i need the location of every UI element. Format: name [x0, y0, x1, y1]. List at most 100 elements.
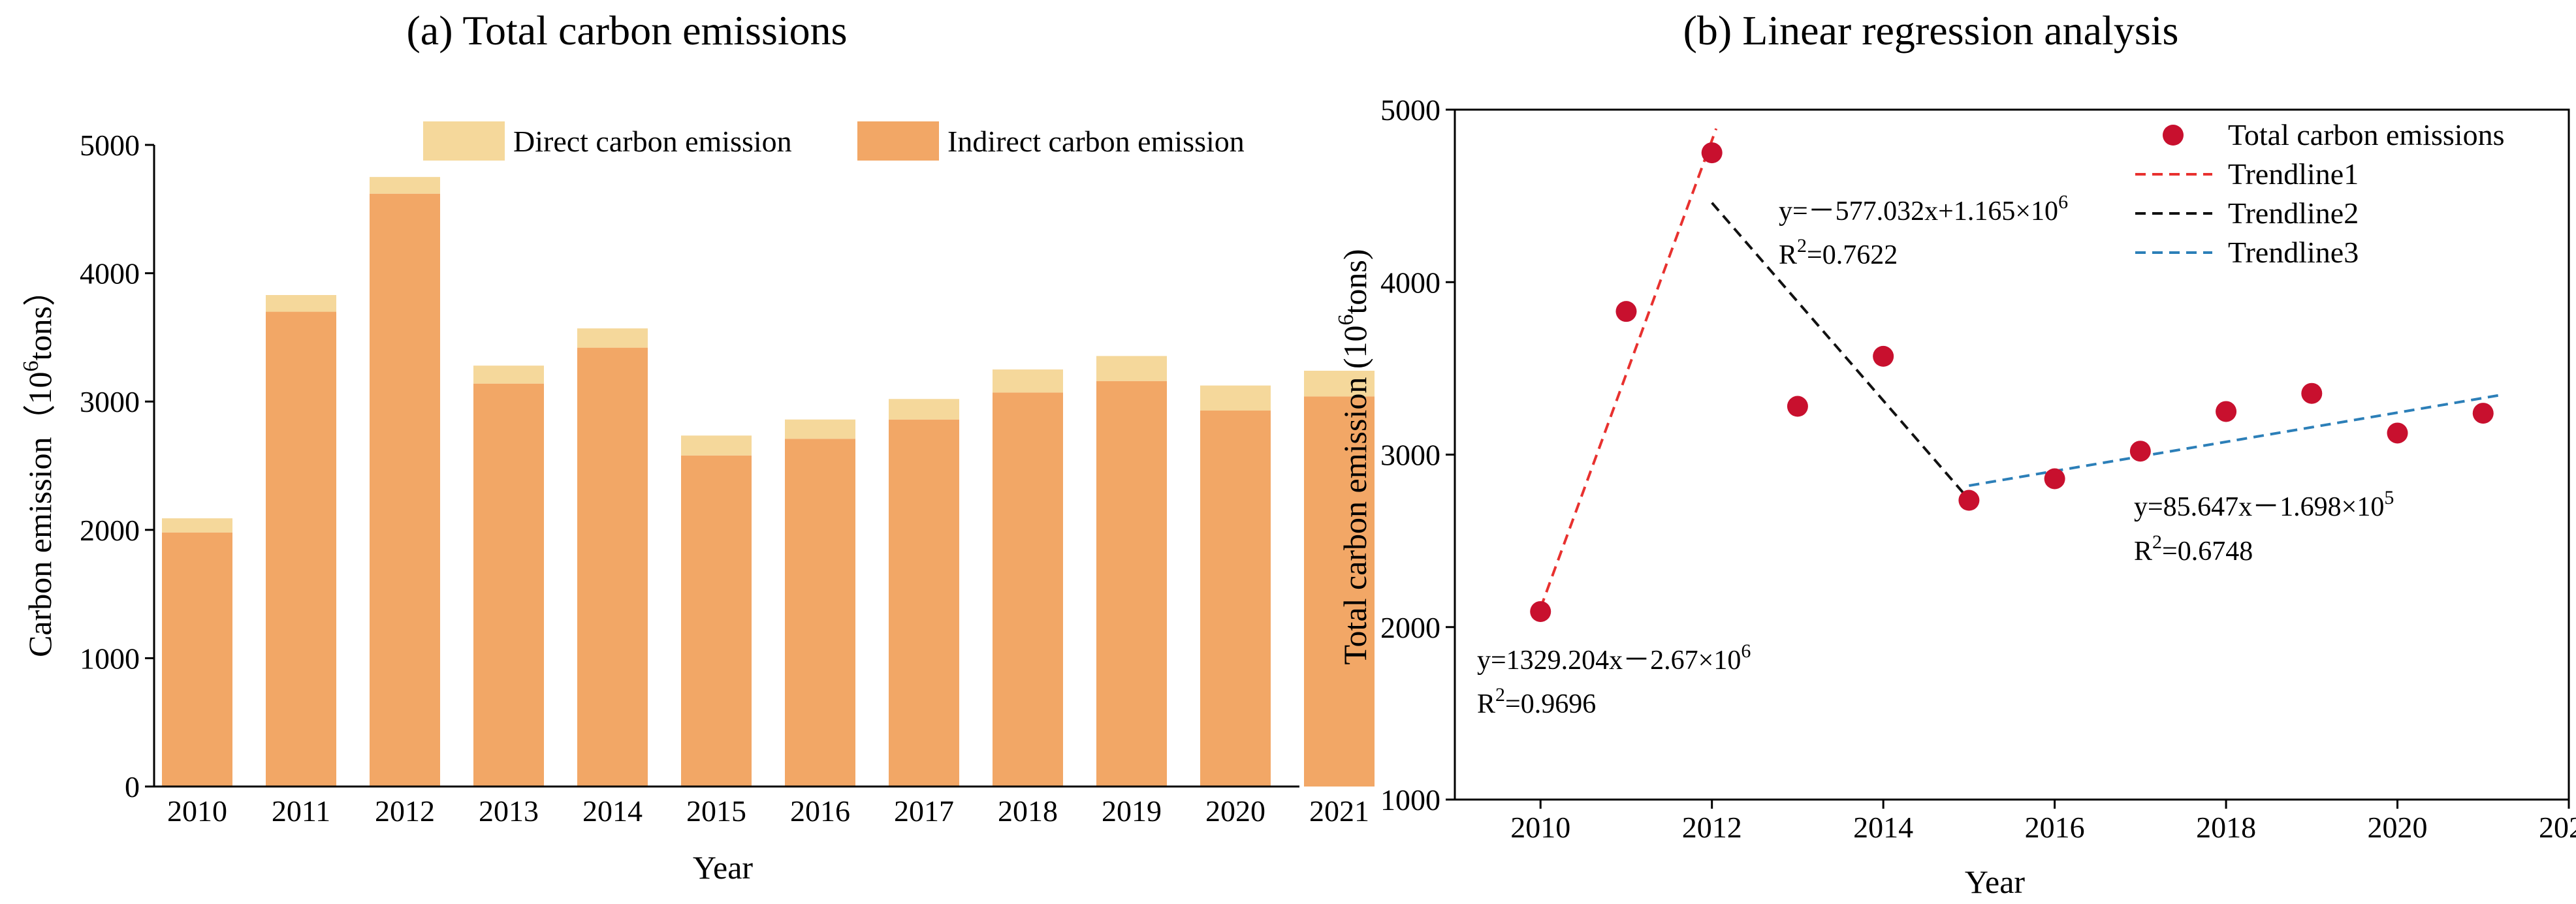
bar-indirect-2017	[889, 419, 959, 787]
y-tick-label-5000: 5000	[80, 129, 140, 162]
x-tick-label-2016: 2016	[2025, 811, 2085, 844]
bar-direct-2020	[1200, 385, 1271, 411]
data-point-2021	[2472, 403, 2494, 424]
data-point-2017	[2129, 441, 2151, 462]
data-point-2014	[1873, 345, 1894, 367]
bar-direct-2013	[473, 366, 544, 384]
legend-label-points: Total carbon emissions	[2228, 118, 2504, 151]
data-point-2010	[1530, 600, 1551, 622]
bar-indirect-2015	[681, 455, 752, 787]
x-tick-label-2010: 2010	[167, 794, 227, 828]
bar-direct-2018	[993, 369, 1063, 393]
y-tick-label-5000: 5000	[1380, 93, 1440, 127]
annotation-trendline2: y=－577.032x+1.165×106 R2=0.7622	[1779, 191, 2068, 270]
y-tick-label-2000: 2000	[80, 514, 140, 547]
y-ticks: 0 1000 2000 3000 4000 5000	[80, 129, 154, 803]
panel-b-regression-chart: (b) Linear regression analysis 2010 2012 2…	[1334, 7, 2576, 900]
chart-b-title: (b) Linear regression analysis	[1683, 7, 2179, 54]
bar-direct-2019	[1096, 356, 1167, 381]
bar-direct-2010	[162, 518, 232, 533]
bar-indirect-2011	[266, 311, 336, 787]
bar-direct-2012	[370, 177, 440, 194]
x-tick-label-2019: 2019	[1102, 794, 1162, 828]
y-tick-label-2000: 2000	[1380, 611, 1440, 644]
y-tick-label-3000: 3000	[1380, 439, 1440, 472]
bar-direct-2011	[266, 295, 336, 312]
points-group	[1530, 142, 2494, 622]
x-axis-label: Year	[1965, 864, 2025, 900]
data-point-2020	[2387, 422, 2408, 444]
legend-label-trendline1: Trendline1	[2228, 157, 2359, 191]
legend-a: Direct carbon emission Indirect carbon e…	[423, 121, 1245, 161]
equation-trendline3: y=85.647x－1.698×105	[2134, 487, 2394, 522]
x-tick-labels: 2010 2011 2012 2013 2014 2015 2016 2017 2018 2019…	[167, 794, 1369, 828]
x-tick-label-2021: 2021	[1309, 794, 1369, 828]
legend-label-trendline3: Trendline3	[2228, 236, 2359, 269]
x-tick-label-2018: 2018	[998, 794, 1058, 828]
panel-a-bar-chart: (a) Total carbon emissions 2010 2011 2012 2…	[19, 7, 1375, 886]
r2-trendline3: R2=0.6748	[2134, 531, 2253, 567]
bar-indirect-2010	[162, 532, 232, 787]
x-tick-label-2020: 2020	[1205, 794, 1265, 828]
x-tick-label-2012: 2012	[375, 794, 435, 828]
bar-direct-2016	[785, 419, 855, 439]
x-tick-label-2011: 2011	[272, 794, 330, 828]
x-axis-label: Year	[693, 849, 753, 886]
y-tick-label-1000: 1000	[80, 642, 140, 675]
x-ticks: 2010 2012 2014 2016 2018 2020 2022	[1510, 800, 2576, 844]
x-tick-label-2020: 2020	[2368, 811, 2428, 844]
legend-marker-points	[2163, 125, 2184, 146]
bars-group	[162, 177, 1375, 787]
legend-label-indirect: Indirect carbon emission	[947, 125, 1245, 158]
y-tick-label-4000: 4000	[1380, 266, 1440, 299]
bar-direct-2015	[681, 435, 752, 456]
r2-trendline2: R2=0.7622	[1779, 235, 1898, 270]
data-point-2011	[1615, 301, 1637, 322]
y-axis-label: Carbon emission（106tons）	[19, 273, 58, 657]
data-point-2015	[1958, 490, 1980, 511]
bar-indirect-2014	[577, 347, 648, 787]
y-ticks: 1000 2000 3000 4000 5000	[1380, 93, 1455, 817]
bar-indirect-2012	[370, 193, 440, 787]
y-tick-label-4000: 4000	[80, 257, 140, 290]
legend-label-direct: Direct carbon emission	[513, 125, 792, 158]
bar-direct-2014	[577, 328, 648, 348]
x-tick-label-2010: 2010	[1510, 811, 1570, 844]
y-axis-label: Total carbon emission (106tons)	[1334, 249, 1373, 665]
legend-swatch-indirect	[857, 121, 939, 161]
trendline-2	[1711, 202, 1970, 501]
data-point-2013	[1787, 396, 1808, 417]
x-tick-label-2013: 2013	[479, 794, 539, 828]
y-tick-label-3000: 3000	[80, 385, 140, 418]
equation-trendline1: y=1329.204x－2.67×106	[1477, 640, 1751, 676]
data-point-2016	[2044, 468, 2065, 490]
chart-a-title: (a) Total carbon emissions	[406, 7, 847, 54]
bar-indirect-2020	[1200, 410, 1271, 787]
bar-indirect-2019	[1096, 381, 1167, 787]
bar-direct-2017	[889, 399, 959, 420]
annotation-trendline3: y=85.647x－1.698×105 R2=0.6748	[2134, 487, 2394, 567]
legend-swatch-direct	[423, 121, 505, 161]
equation-trendline2: y=－577.032x+1.165×106	[1779, 191, 2068, 226]
data-point-2018	[2216, 401, 2237, 422]
bar-indirect-2013	[473, 383, 544, 787]
annotation-trendline1: y=1329.204x－2.67×106 R2=0.9696	[1477, 640, 1751, 719]
x-tick-label-2018: 2018	[2196, 811, 2256, 844]
bar-indirect-2021	[1304, 396, 1375, 787]
r2-trendline1: R2=0.9696	[1477, 684, 1596, 719]
x-tick-label-2012: 2012	[1682, 811, 1742, 844]
x-tick-label-2017: 2017	[894, 794, 954, 828]
y-tick-label-1000: 1000	[1380, 783, 1440, 817]
data-point-2012	[1701, 142, 1723, 164]
x-tick-label-2015: 2015	[686, 794, 746, 828]
x-tick-label-2014: 2014	[1853, 811, 1913, 844]
legend-b: Total carbon emissions Trendline1 Trendl…	[2135, 118, 2504, 269]
x-tick-label-2014: 2014	[582, 794, 643, 828]
data-point-2019	[2301, 382, 2323, 404]
legend-label-trendline2: Trendline2	[2228, 196, 2359, 230]
x-tick-label-2022: 2022	[2539, 811, 2576, 844]
y-tick-label-0: 0	[125, 770, 140, 803]
x-tick-label-2016: 2016	[790, 794, 850, 828]
bar-indirect-2016	[785, 439, 855, 787]
